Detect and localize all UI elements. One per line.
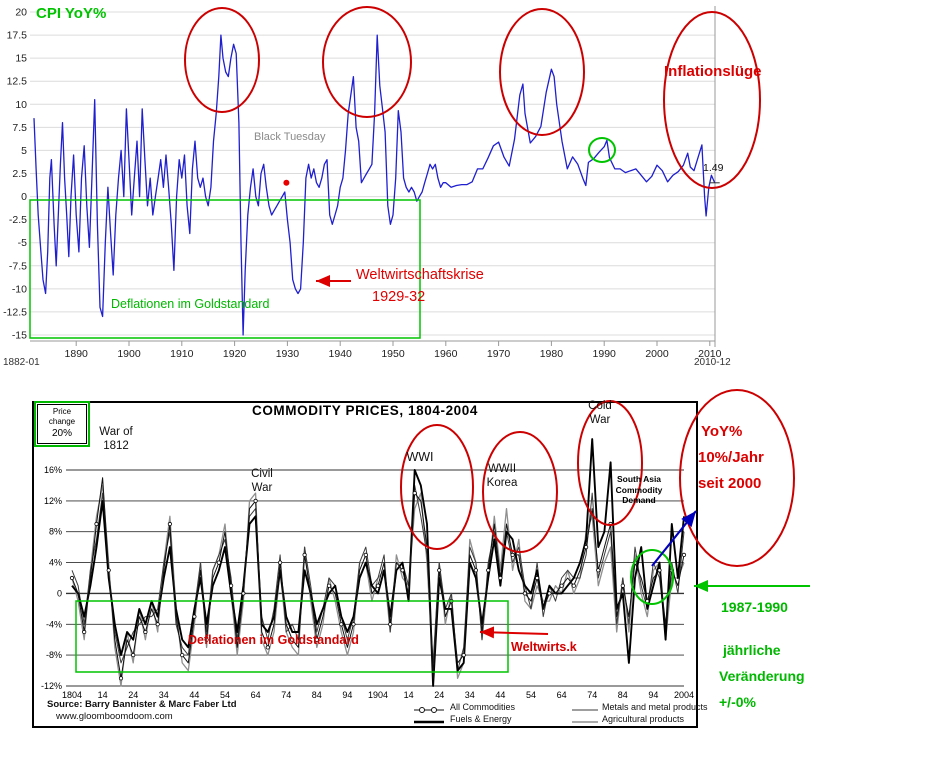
svg-text:7.5: 7.5 xyxy=(12,122,27,134)
svg-text:1950: 1950 xyxy=(381,348,405,360)
svg-text:1920: 1920 xyxy=(223,348,247,360)
svg-text:1960: 1960 xyxy=(434,348,458,360)
cpi-chart: 20 17.5 15 12.5 10 7.5 5 2.5 0 -2.5 -5 -7.5 -10 -12.5… xyxy=(3,6,722,360)
svg-text:44: 44 xyxy=(495,690,505,700)
svg-text:1970: 1970 xyxy=(487,348,511,360)
legend-marker-all-commodities xyxy=(414,702,444,720)
svg-text:8%: 8% xyxy=(49,527,62,537)
svg-text:17.5: 17.5 xyxy=(7,30,28,42)
svg-text:1904: 1904 xyxy=(368,690,388,700)
svg-text:-15: -15 xyxy=(12,330,27,342)
svg-text:94: 94 xyxy=(342,690,352,700)
svg-text:2010: 2010 xyxy=(698,348,722,360)
svg-text:64: 64 xyxy=(557,690,567,700)
deflation-goldstandard-label-bottom: Deflationen im Goldstandard xyxy=(188,633,359,647)
x-start-label: 1882-01 xyxy=(3,357,40,368)
svg-text:1900: 1900 xyxy=(117,348,141,360)
svg-text:34: 34 xyxy=(465,690,475,700)
source-line1: Source: Barry Bannister & Marc Faber Ltd xyxy=(47,699,237,710)
yearly-change-label-line2: Veränderung xyxy=(719,668,805,684)
svg-text:-10: -10 xyxy=(12,283,27,295)
svg-text:-12.5: -12.5 xyxy=(3,306,27,318)
svg-text:1804: 1804 xyxy=(62,690,82,700)
wwii-korea-label: WWII Korea xyxy=(486,463,518,489)
period-1987-1990-label: 1987-1990 xyxy=(721,599,788,615)
svg-text:-5: -5 xyxy=(18,237,27,249)
x-end-label: 2010-12 xyxy=(694,357,731,368)
svg-text:24: 24 xyxy=(128,690,138,700)
svg-text:0: 0 xyxy=(57,588,62,598)
wwi-label: WWI xyxy=(406,450,434,464)
world-crisis-short-label: Weltwirts.k xyxy=(511,640,577,654)
svg-text:4%: 4% xyxy=(49,558,62,568)
svg-text:12%: 12% xyxy=(44,496,62,506)
south-asia-demand-label: South Asia Commodity Demand xyxy=(615,474,663,506)
legend-marker-metals xyxy=(572,702,598,720)
svg-text:12.5: 12.5 xyxy=(7,76,28,88)
legend-label-fuels-energy: Fuels & Energy xyxy=(450,714,512,724)
yoy-label: YoY% xyxy=(701,423,743,440)
svg-text:54: 54 xyxy=(526,690,536,700)
svg-text:54: 54 xyxy=(220,690,230,700)
svg-text:2.5: 2.5 xyxy=(12,168,27,180)
black-tuesday-dot xyxy=(283,179,290,186)
yearly-change-label-line3: +/-0% xyxy=(719,694,756,710)
legend-label-agricultural: Agricultural products xyxy=(602,714,685,724)
since-2000-label: seit 2000 xyxy=(698,475,762,492)
legend-label-metals: Metals and metal products xyxy=(602,702,708,712)
svg-text:10: 10 xyxy=(15,99,27,111)
price-change-box-inner: Price change 20% xyxy=(37,404,87,444)
svg-text:5: 5 xyxy=(21,145,27,157)
price-change-box: Price change 20% xyxy=(34,401,90,447)
cpi-yoy-label: CPI YoY% xyxy=(36,5,107,22)
last-value-label: 1.49 xyxy=(703,162,724,174)
svg-text:1910: 1910 xyxy=(170,348,194,360)
yearly-change-label-line1: jährliche xyxy=(723,642,781,658)
cold-war-label: Cold War xyxy=(588,400,612,426)
svg-text:-7.5: -7.5 xyxy=(9,260,27,272)
svg-text:94: 94 xyxy=(648,690,658,700)
svg-text:64: 64 xyxy=(251,690,261,700)
svg-text:84: 84 xyxy=(618,690,628,700)
war-of-1812-label: War of 1812 xyxy=(99,426,133,452)
svg-text:1990: 1990 xyxy=(593,348,617,360)
svg-text:1890: 1890 xyxy=(65,348,89,360)
legend-marker-fuels-energy xyxy=(414,714,444,732)
svg-text:15: 15 xyxy=(15,53,27,65)
svg-text:84: 84 xyxy=(312,690,322,700)
world-crisis-label-line1: Weltwirtschaftskrise xyxy=(356,267,484,283)
svg-text:-4%: -4% xyxy=(46,619,62,629)
svg-text:2000: 2000 xyxy=(645,348,669,360)
svg-text:-2.5: -2.5 xyxy=(9,214,27,226)
deflation-goldstandard-label-top: Deflationen im Goldstandard xyxy=(111,297,270,311)
rate-label: 10%/Jahr xyxy=(698,449,764,466)
svg-text:16%: 16% xyxy=(44,465,62,475)
svg-text:34: 34 xyxy=(159,690,169,700)
legend-marker-agricultural xyxy=(572,714,598,732)
svg-text:74: 74 xyxy=(587,690,597,700)
svg-text:-12%: -12% xyxy=(41,681,62,691)
svg-text:1940: 1940 xyxy=(329,348,353,360)
inflation-lie-label: Inflationslüge xyxy=(664,63,762,80)
svg-text:20: 20 xyxy=(15,7,27,19)
price-change-label: Price change xyxy=(48,407,76,426)
commodity-chart-title: COMMODITY PRICES, 1804-2004 xyxy=(251,403,479,418)
price-change-value: 20% xyxy=(51,428,72,439)
svg-text:2004: 2004 xyxy=(674,690,694,700)
civil-war-label: Civil War xyxy=(251,468,273,494)
svg-text:14: 14 xyxy=(98,690,108,700)
world-crisis-label-line2: 1929-32 xyxy=(372,289,426,305)
legend-label-all-commodities: All Commodities xyxy=(450,702,516,712)
svg-text:0: 0 xyxy=(21,191,27,203)
svg-text:24: 24 xyxy=(434,690,444,700)
black-tuesday-label: Black Tuesday xyxy=(254,131,326,143)
svg-text:1980: 1980 xyxy=(540,348,564,360)
svg-text:14: 14 xyxy=(404,690,414,700)
svg-text:-8%: -8% xyxy=(46,650,62,660)
svg-text:74: 74 xyxy=(281,690,291,700)
svg-text:1930: 1930 xyxy=(276,348,300,360)
svg-text:44: 44 xyxy=(189,690,199,700)
source-line2: www.gloomboomdoom.com xyxy=(56,711,173,722)
